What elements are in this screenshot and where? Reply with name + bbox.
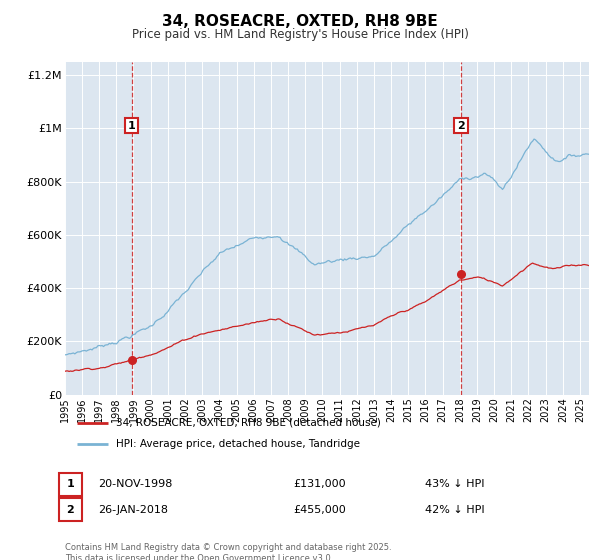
- Text: Contains HM Land Registry data © Crown copyright and database right 2025.
This d: Contains HM Land Registry data © Crown c…: [65, 543, 391, 560]
- Text: 34, ROSEACRE, OXTED, RH8 9BE: 34, ROSEACRE, OXTED, RH8 9BE: [162, 14, 438, 29]
- Text: 20-NOV-1998: 20-NOV-1998: [98, 479, 172, 489]
- Text: 43% ↓ HPI: 43% ↓ HPI: [425, 479, 484, 489]
- Text: 26-JAN-2018: 26-JAN-2018: [98, 505, 168, 515]
- Text: HPI: Average price, detached house, Tandridge: HPI: Average price, detached house, Tand…: [116, 439, 360, 449]
- Text: 1: 1: [128, 120, 136, 130]
- Text: £455,000: £455,000: [293, 505, 346, 515]
- Text: 42% ↓ HPI: 42% ↓ HPI: [425, 505, 484, 515]
- Text: 2: 2: [457, 120, 465, 130]
- Text: 2: 2: [67, 505, 74, 515]
- Text: £131,000: £131,000: [293, 479, 346, 489]
- Text: Price paid vs. HM Land Registry's House Price Index (HPI): Price paid vs. HM Land Registry's House …: [131, 28, 469, 41]
- Text: 34, ROSEACRE, OXTED, RH8 9BE (detached house): 34, ROSEACRE, OXTED, RH8 9BE (detached h…: [116, 418, 381, 428]
- Text: 1: 1: [67, 479, 74, 489]
